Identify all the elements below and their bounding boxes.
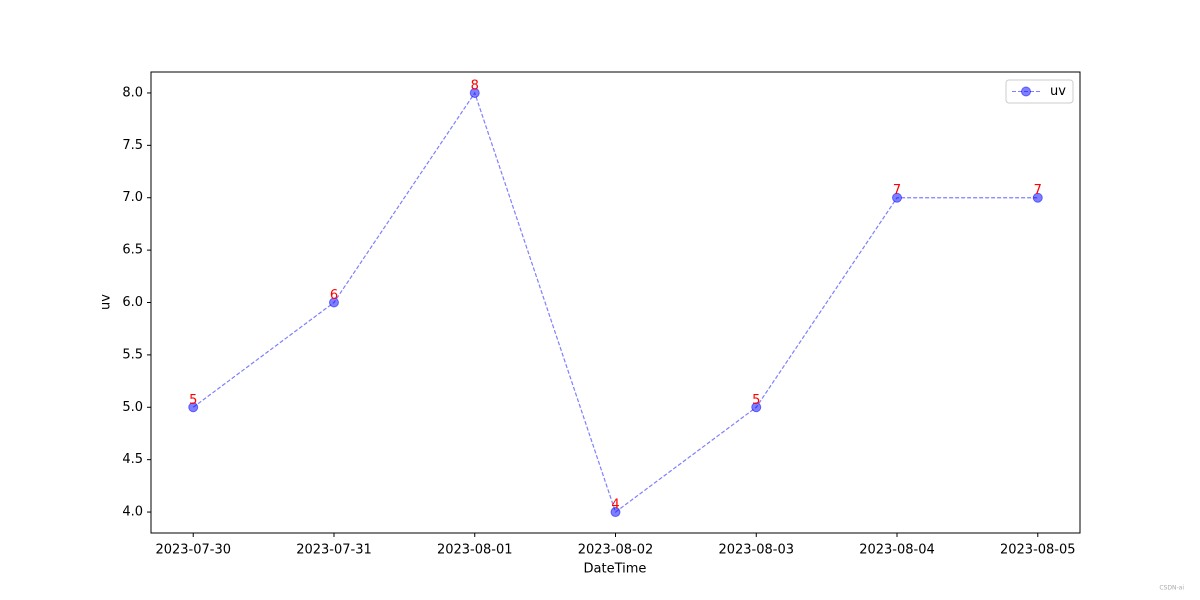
plot-frame bbox=[150, 71, 1081, 534]
x-axis-label: DateTime bbox=[584, 562, 647, 577]
x-tick-label: 2023-07-30 bbox=[155, 543, 231, 558]
series-line bbox=[192, 91, 1038, 514]
data-label: 4 bbox=[611, 498, 619, 513]
y-tick-label: 4.0 bbox=[122, 505, 143, 520]
legend-marker bbox=[1021, 86, 1031, 97]
y-tick-label: 7.0 bbox=[122, 190, 143, 205]
data-label: 6 bbox=[330, 288, 338, 303]
data-point bbox=[188, 402, 199, 413]
data-label: 5 bbox=[752, 393, 760, 408]
y-tick-label: 4.5 bbox=[122, 452, 143, 467]
y-tick-label: 5.0 bbox=[122, 400, 143, 415]
data-label: 7 bbox=[1034, 183, 1042, 198]
x-tick-label: 2023-08-02 bbox=[578, 543, 654, 558]
y-tick-label: 7.5 bbox=[122, 138, 143, 153]
data-point bbox=[1032, 192, 1043, 203]
data-label: 5 bbox=[189, 393, 197, 408]
x-tick-label: 2023-08-05 bbox=[1000, 543, 1076, 558]
y-tick-label: 5.5 bbox=[122, 347, 143, 362]
x-tick-label: 2023-08-04 bbox=[859, 543, 935, 558]
data-point bbox=[328, 297, 339, 308]
y-tick-label: 6.0 bbox=[122, 295, 143, 310]
data-label: 7 bbox=[893, 183, 901, 198]
data-point bbox=[892, 192, 903, 203]
watermark: CSDN-ai bbox=[1159, 585, 1184, 592]
y-axis-label: uv bbox=[99, 294, 114, 310]
y-tick-label: 6.5 bbox=[122, 243, 143, 258]
data-point bbox=[469, 87, 480, 98]
data-label: 8 bbox=[471, 78, 479, 93]
legend-label: uv bbox=[1050, 84, 1066, 99]
x-tick-label: 2023-07-31 bbox=[296, 543, 372, 558]
x-tick-label: 2023-08-01 bbox=[437, 543, 513, 558]
y-tick-label: 8.0 bbox=[122, 85, 143, 100]
data-point bbox=[610, 507, 621, 518]
x-tick-label: 2023-08-03 bbox=[718, 543, 794, 558]
data-point bbox=[751, 402, 762, 413]
